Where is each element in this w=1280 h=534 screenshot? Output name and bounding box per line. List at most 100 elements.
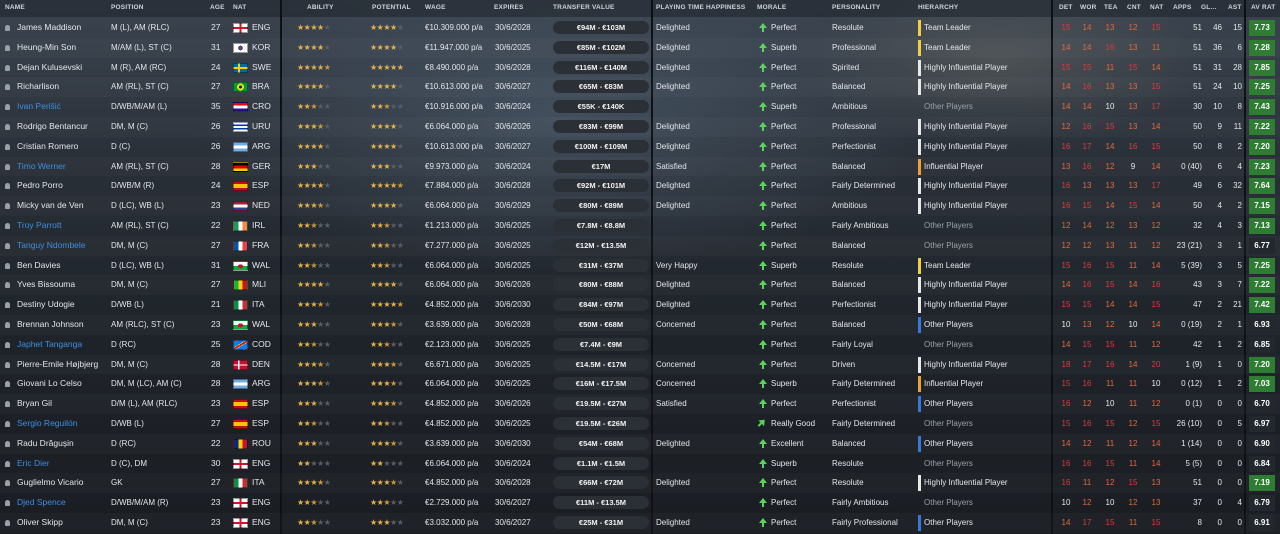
table-row[interactable]: Japhet Tanganga D (RC) 25 COD ★★★★★ ★★★★★ €2.1… [0,335,1280,355]
header-expires[interactable]: EXPIRES [494,4,524,11]
player-name[interactable]: Oliver Skipp [17,517,63,527]
header-apps[interactable]: APPS [1173,4,1192,11]
header-nat-attr[interactable]: NAT [1150,4,1164,11]
table-row[interactable]: Djed Spence D/WB/M/AM (R) 23 ENG ★★★★★ ★★★★★ €… [0,493,1280,513]
player-name[interactable]: Brennan Johnson [17,319,84,329]
player-position: D (RC) [111,339,136,349]
player-apps: 0 (19) [1181,320,1202,329]
table-row[interactable]: Dejan Kulusevski M (R), AM (RC) 24 SWE ★★★★★… [0,58,1280,78]
player-name[interactable]: Rodrigo Bentancur [17,121,88,131]
table-row[interactable]: Destiny Udogie D/WB (L) 21 ITA ★★★★★ ★★★★★ €4.… [0,295,1280,315]
header-tea[interactable]: TEA [1104,4,1118,11]
header-av-rat[interactable]: AV RAT [1251,4,1276,11]
header-position[interactable]: POSITION [111,4,144,11]
player-name[interactable]: Djed Spence [17,497,66,508]
column-divider [1244,0,1246,534]
header-goals[interactable]: GL... [1201,4,1217,11]
table-row[interactable]: Yves Bissouma DM, M (C) 27 MLI ★★★★★ ★★★★★ €6.… [0,275,1280,295]
ability-stars: ★★★★★ [297,216,331,236]
attribute-det: 16 [1061,458,1071,468]
player-name[interactable]: Eric Dier [17,457,50,468]
potential-stars: ★★★★★ [370,196,404,216]
table-row[interactable]: Ivan Perišić D/WB/M/AM (L) 35 CRO ★★★★★ ★★★★★… [0,97,1280,117]
header-wage[interactable]: WAGE [425,4,446,11]
player-nationality: FRA [252,239,269,250]
player-name[interactable]: Destiny Udogie [17,299,75,310]
attribute-tea: 15 [1105,458,1115,468]
table-row[interactable]: Bryan Gil D/M (L), AM (RLC) 23 ESP ★★★★★ ★★★★… [0,394,1280,414]
table-row[interactable]: Guglielmo Vicario GK 27 ITA ★★★★★ ★★★★★ €4.852… [0,473,1280,493]
player-name[interactable]: Dejan Kulusevski [17,61,83,72]
star-icon: ★ [390,518,397,527]
header-potential[interactable]: POTENTIAL [372,4,411,11]
player-name[interactable]: Radu Drăgușin [17,437,74,448]
table-row[interactable]: Ben Davies D (LC), WB (L) 31 WAL ★★★★★ ★★★★★ €… [0,256,1280,276]
table-row[interactable]: Heung-Min Son M/AM (L), ST (C) 31 KOR ★★★★★ ★… [0,38,1280,58]
player-name[interactable]: Bryan Gil [17,398,52,409]
ability-stars: ★★★★★ [297,394,331,414]
table-row[interactable]: Pierre-Emile Højbjerg DM, M (C) 28 DEN ★★★★★… [0,355,1280,375]
player-name[interactable]: Yves Bissouma [17,279,76,290]
player-name[interactable]: Cristian Romero [17,140,79,151]
morale-up-arrow-icon [759,122,767,131]
table-row[interactable]: Eric Dier D (C), DM 30 ENG ★★★★★ ★★★★★ €6.064.… [0,454,1280,474]
player-name[interactable]: Troy Parrott [17,220,62,230]
contract-expiry: 30/6/2025 [495,240,531,250]
header-name[interactable]: NAME [5,4,25,11]
header-wor[interactable]: WOR [1080,4,1097,11]
table-row[interactable]: Timo Werner AM (RL), ST (C) 28 GER ★★★★★ ★★★★… [0,157,1280,177]
player-name[interactable]: Japhet Tanganga [17,338,83,349]
header-assists[interactable]: AST [1228,4,1242,11]
table-row[interactable]: Richarlison AM (RL), ST (C) 27 BRA ★★★★★ ★★★★… [0,77,1280,97]
header-age[interactable]: AGE [210,4,225,11]
table-row[interactable]: Radu Drăgușin D (RC) 22 ROU ★★★★★ ★★★★★ €3.639… [0,434,1280,454]
player-name[interactable]: Pedro Porro [17,180,63,191]
player-name[interactable]: Timo Werner [17,160,66,171]
nationality-flag-icon [233,359,248,370]
player-name[interactable]: James Maddison [17,22,82,32]
player-nationality: BRA [252,81,270,92]
hierarchy-indicator [918,297,921,314]
header-morale[interactable]: MORALE [757,4,787,11]
table-row[interactable]: Oliver Skipp DM, M (C) 23 ENG ★★★★★ ★★★★★ €3.0… [0,513,1280,533]
table-row[interactable]: Troy Parrott AM (RL), ST (C) 22 IRL ★★★★★ ★★★… [0,216,1280,236]
header-personality[interactable]: PERSONALITY [832,4,881,11]
header-det[interactable]: DET [1059,4,1073,11]
table-row[interactable]: James Maddison M (L), AM (RLC) 27 ENG ★★★★★ ★… [0,18,1280,38]
player-name[interactable]: Ivan Perišić [17,101,61,112]
nationality-flag-icon [233,498,248,509]
player-name[interactable]: Pierre-Emile Højbjerg [17,358,99,369]
player-name[interactable]: Heung-Min Son [17,41,77,52]
header-hierarchy[interactable]: HIERARCHY [918,4,959,11]
player-name[interactable]: Ben Davies [17,259,61,270]
star-icon: ★ [390,221,397,230]
header-cnt[interactable]: CNT [1127,4,1141,11]
header-playing-time[interactable]: PLAYING TIME HAPPINESS [656,4,746,11]
morale-up-arrow-icon [759,141,767,151]
player-name[interactable]: Richarlison [17,81,60,92]
table-row[interactable]: Giovani Lo Celso DM, M (LC), AM (C) 28 ARG ★… [0,374,1280,394]
player-name[interactable]: Tanguy Ndombele [17,239,86,250]
potential-stars: ★★★★★ [370,493,404,513]
table-row[interactable]: Sergio Reguilón D/WB (L) 27 ESP ★★★★★ ★★★★★ €4… [0,414,1280,434]
table-row[interactable]: Tanguy Ndombele DM, M (C) 27 FRA ★★★★★ ★★★★★ €… [0,236,1280,256]
player-name[interactable]: Guglielmo Vicario [17,477,84,488]
player-personality: Balanced [832,82,866,92]
header-nat[interactable]: NAT [233,4,247,11]
table-row[interactable]: Cristian Romero D (C) 26 ARG ★★★★★ ★★★★★ €10.6… [0,137,1280,157]
player-name[interactable]: Sergio Reguilón [17,418,78,428]
star-icon: ★ [390,161,397,171]
morale-up-arrow-icon [759,399,767,409]
player-apps: 0 (12) [1181,379,1202,389]
attribute-wor: 11 [1082,478,1092,488]
table-row[interactable]: Rodrigo Bentancur DM, M (C) 26 URU ★★★★★ ★★★★… [0,117,1280,137]
player-name[interactable]: Giovani Lo Celso [17,378,82,389]
attribute-cnt: 11 [1128,260,1138,270]
table-row[interactable]: Pedro Porro D/WB/M (R) 24 ESP ★★★★★ ★★★★★ €7.8… [0,176,1280,196]
transfer-value-pill: €12M - €13.5M [553,238,649,252]
table-row[interactable]: Brennan Johnson AM (RLC), ST (C) 23 WAL ★★★★… [0,315,1280,335]
header-transfer-value[interactable]: TRANSFER VALUE [553,4,615,11]
player-name[interactable]: Micky van de Ven [17,200,84,211]
table-row[interactable]: Micky van de Ven D (LC), WB (L) 23 NED ★★★★★… [0,196,1280,216]
header-ability[interactable]: ABILITY [307,4,334,11]
